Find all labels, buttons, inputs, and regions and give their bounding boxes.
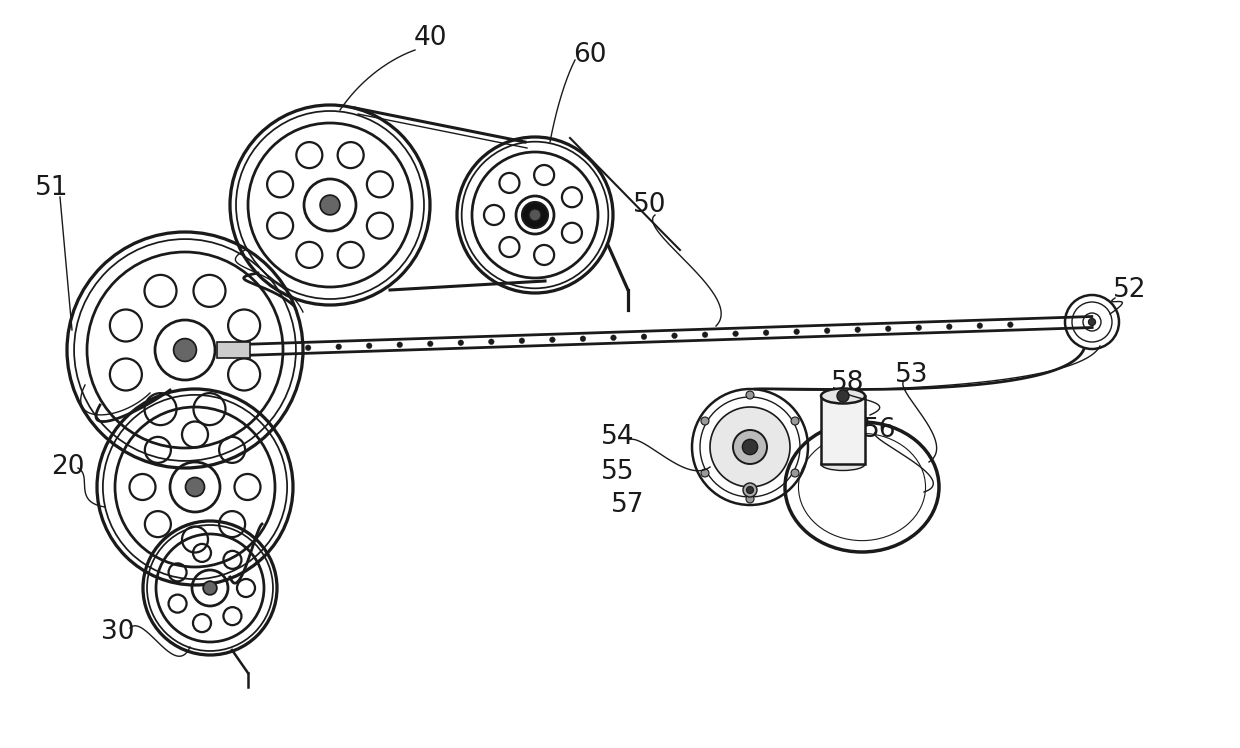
Bar — [821, 396, 866, 464]
Circle shape — [203, 581, 217, 595]
Circle shape — [854, 327, 861, 333]
Circle shape — [1089, 319, 1096, 325]
Circle shape — [610, 335, 616, 340]
Circle shape — [743, 439, 758, 455]
Text: 53: 53 — [895, 362, 929, 388]
Text: 50: 50 — [634, 192, 667, 218]
Circle shape — [428, 341, 433, 346]
Circle shape — [641, 334, 647, 340]
Circle shape — [733, 331, 738, 337]
Ellipse shape — [821, 458, 866, 470]
Circle shape — [672, 333, 677, 339]
Circle shape — [367, 343, 372, 349]
Circle shape — [746, 495, 754, 503]
Circle shape — [825, 328, 830, 334]
Text: 60: 60 — [573, 42, 606, 68]
Circle shape — [529, 209, 541, 221]
Text: 51: 51 — [35, 175, 68, 201]
Circle shape — [791, 417, 799, 425]
Circle shape — [746, 391, 754, 399]
Text: 52: 52 — [1114, 277, 1147, 303]
Circle shape — [946, 324, 952, 329]
Circle shape — [458, 340, 464, 346]
Circle shape — [711, 407, 790, 487]
Circle shape — [528, 208, 542, 222]
Circle shape — [977, 323, 982, 328]
Circle shape — [336, 344, 341, 349]
Ellipse shape — [821, 388, 866, 403]
Circle shape — [520, 338, 525, 343]
Circle shape — [733, 430, 768, 464]
Circle shape — [794, 329, 800, 334]
Circle shape — [746, 486, 754, 494]
Circle shape — [764, 330, 769, 336]
Circle shape — [489, 339, 494, 345]
Circle shape — [174, 339, 196, 361]
Circle shape — [701, 469, 709, 477]
Circle shape — [916, 325, 921, 331]
Circle shape — [837, 390, 849, 402]
Text: 30: 30 — [102, 619, 135, 645]
Text: 20: 20 — [51, 454, 84, 480]
Circle shape — [743, 483, 756, 497]
Circle shape — [320, 195, 340, 215]
Circle shape — [305, 345, 311, 351]
Circle shape — [522, 202, 548, 228]
Circle shape — [701, 417, 709, 425]
Circle shape — [549, 337, 556, 343]
Text: 58: 58 — [831, 370, 864, 396]
Text: 56: 56 — [863, 417, 897, 443]
Circle shape — [186, 477, 205, 497]
Text: 55: 55 — [601, 459, 635, 485]
Circle shape — [397, 342, 403, 348]
Circle shape — [702, 332, 708, 337]
Text: 54: 54 — [601, 424, 635, 450]
Circle shape — [791, 469, 799, 477]
Text: 57: 57 — [611, 492, 645, 518]
Polygon shape — [217, 342, 250, 358]
Circle shape — [580, 336, 585, 342]
Circle shape — [885, 326, 892, 331]
Circle shape — [1008, 322, 1013, 328]
Text: 40: 40 — [413, 25, 446, 51]
